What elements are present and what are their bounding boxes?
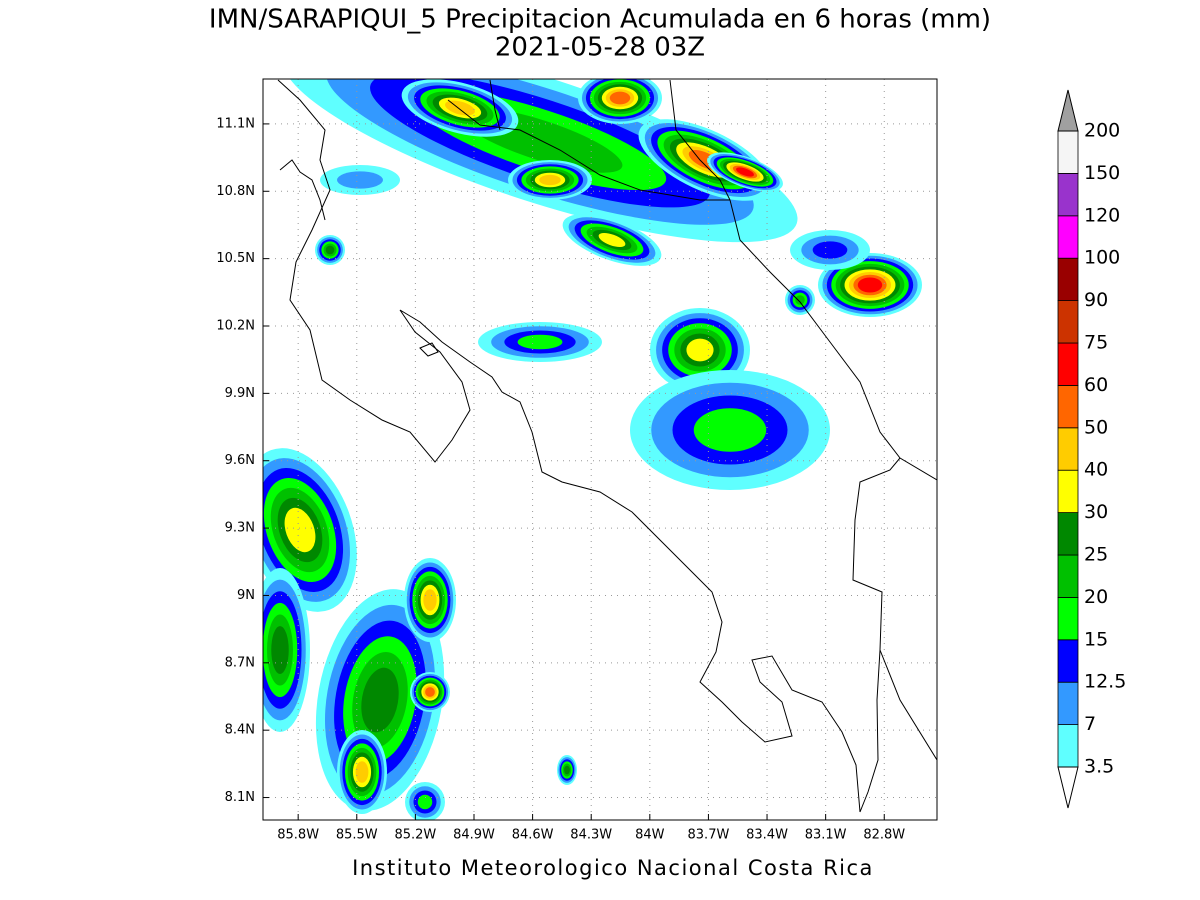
title: IMN/SARAPIQUI_5 Precipitacion Acumulada …	[209, 5, 991, 35]
colorbar-label: 200	[1084, 120, 1120, 142]
colorbar-label: 3.5	[1084, 756, 1114, 778]
coastline	[879, 649, 937, 761]
axes: 85.8W 85.5W 85.2W 84.9W 84.6W 84.3W 84W 83.7W 83…	[216, 116, 905, 842]
border	[489, 79, 501, 131]
precip-area	[445, 100, 475, 116]
precip-area	[417, 794, 433, 810]
precip-layer	[263, 79, 922, 820]
y-tick-label: 8.1N	[225, 790, 255, 805]
colorbar-label: 60	[1084, 374, 1108, 396]
colorbar-label: 7	[1084, 713, 1096, 735]
precip-area	[337, 171, 383, 189]
coastline	[729, 199, 937, 481]
subtitle: 2021-05-28 03Z	[495, 33, 705, 63]
y-tick-label: 9.6N	[225, 453, 255, 468]
colorbar-label: 90	[1084, 289, 1108, 311]
coastline	[279, 159, 326, 221]
precip-area	[564, 765, 570, 775]
colorbar-label: 75	[1084, 332, 1108, 354]
precip-area	[609, 91, 631, 105]
precip-area	[425, 687, 435, 697]
x-tick-label: 84W	[635, 828, 665, 843]
border	[669, 79, 731, 201]
plot-frame	[262, 78, 938, 821]
colorbar-over	[1057, 89, 1079, 132]
colorbar-label: 40	[1084, 459, 1108, 481]
colorbar-label: 20	[1084, 586, 1108, 608]
precip-area	[271, 626, 289, 674]
precip-area	[361, 667, 399, 733]
colorbar-band	[1057, 597, 1079, 641]
colorbar-band	[1057, 427, 1079, 471]
coastlines	[277, 79, 937, 813]
x-tick-label: 84.9W	[453, 828, 495, 843]
x-tick-label: 83.7W	[688, 828, 730, 843]
y-tick-label: 9.9N	[225, 386, 255, 401]
y-tick-label: 9.3N	[225, 521, 255, 536]
x-tick-label: 83.1W	[805, 828, 847, 843]
y-tick-label: 9N	[237, 588, 255, 603]
x-tick-label: 84.6W	[512, 828, 554, 843]
x-tick-label: 83.4W	[746, 828, 788, 843]
colorbar-label: 15	[1084, 628, 1108, 650]
x-tick-label: 84.3W	[570, 828, 612, 843]
y-tick-label: 8.7N	[225, 655, 255, 670]
precip-area	[795, 295, 805, 305]
precip-area	[517, 334, 563, 350]
colorbar-band	[1057, 257, 1079, 302]
colorbar-band	[1057, 342, 1079, 386]
colorbar-band	[1057, 724, 1079, 768]
colorbar-band	[1057, 639, 1079, 683]
colorbar-label: 30	[1084, 501, 1108, 523]
colorbar-label: 25	[1084, 544, 1108, 566]
border	[447, 99, 730, 201]
precip-area	[284, 507, 316, 553]
colorbar-label: 100	[1084, 247, 1120, 269]
y-tick-label: 8.4N	[225, 723, 255, 738]
coastline	[419, 342, 439, 357]
x-tick-label: 85.5W	[336, 828, 378, 843]
colorbar-under	[1057, 766, 1079, 809]
footer: Instituto Meteorologico Nacional Costa R…	[352, 856, 874, 880]
border	[852, 457, 901, 651]
colorbar-band	[1057, 130, 1079, 174]
y-tick-label: 10.8N	[216, 184, 255, 199]
colorbar-band	[1057, 512, 1079, 556]
colorbar-label: 150	[1084, 162, 1120, 184]
precip-area	[686, 338, 714, 362]
precip-area	[857, 277, 883, 293]
colorbar-band	[1057, 554, 1079, 598]
x-tick-label: 85.8W	[277, 828, 319, 843]
x-tick-label: 82.8W	[863, 828, 905, 843]
colorbar-band	[1057, 469, 1079, 514]
precip-area	[539, 174, 561, 186]
precip-area	[736, 167, 754, 177]
colorbar-band	[1057, 384, 1079, 429]
precip-area	[812, 241, 848, 259]
colorbar-label: 50	[1084, 416, 1108, 438]
colorbar-band	[1057, 681, 1079, 726]
y-tick-label: 10.5N	[216, 251, 255, 266]
precip-area	[355, 761, 369, 783]
y-tick-label: 10.2N	[216, 319, 255, 334]
colorbar-label: 120	[1084, 204, 1120, 226]
colorbar-label: 12.5	[1084, 671, 1126, 693]
colorbar-band	[1057, 300, 1079, 344]
precip-area	[598, 232, 626, 248]
coastline	[277, 79, 881, 813]
colorbar: 3.5 7 12.5 15 20 25 30 40 50 60 75 90 100 120 150 200	[1057, 89, 1126, 809]
x-tick-label: 85.2W	[394, 828, 436, 843]
y-tick-label: 11.1N	[216, 116, 255, 131]
colorbar-band	[1057, 215, 1079, 259]
grid	[263, 79, 937, 820]
precip-area	[693, 408, 767, 452]
colorbar-band	[1057, 172, 1079, 217]
precip-area	[423, 589, 437, 611]
precip-area	[325, 245, 335, 255]
